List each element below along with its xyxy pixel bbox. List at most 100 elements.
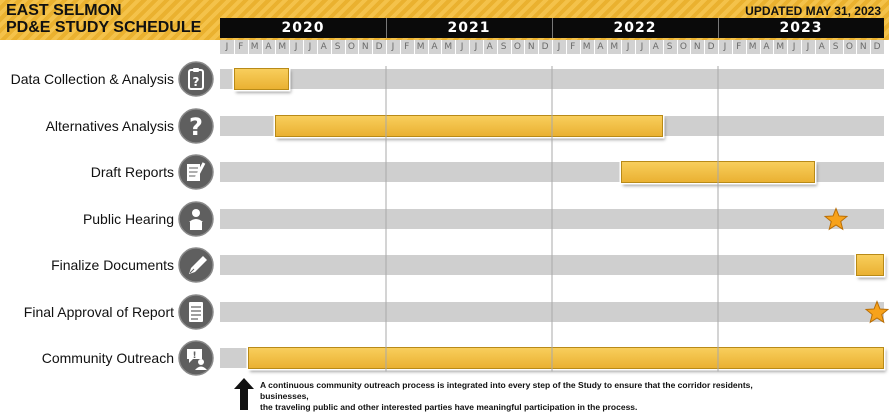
month-label: J	[225, 42, 229, 52]
task-label: Final Approval of Report	[23, 303, 174, 320]
month-divider	[801, 40, 802, 54]
month-divider	[455, 40, 457, 54]
month-divider	[607, 40, 609, 54]
year-divider	[552, 18, 553, 38]
month-divider	[399, 40, 401, 54]
month-label: O	[513, 42, 521, 52]
month-divider	[690, 40, 692, 54]
month-divider	[870, 40, 872, 54]
fountain-pen-icon	[178, 247, 214, 283]
month-divider	[759, 40, 761, 54]
month-divider	[593, 40, 595, 54]
year-label: 2021	[447, 20, 491, 36]
month-divider	[233, 40, 235, 54]
month-label: D	[873, 42, 881, 52]
title-line-1: EAST SELMON	[6, 2, 122, 19]
month-label: N	[527, 42, 535, 52]
month-label: M	[776, 42, 785, 52]
year-header: 2020 2021 2022 2023	[220, 18, 884, 38]
speech-bubble-person-icon: !	[178, 340, 214, 376]
month-label: J	[460, 42, 464, 52]
month-divider	[552, 40, 553, 54]
task-label: Alternatives Analysis	[45, 117, 174, 134]
month-label: D	[707, 42, 715, 52]
page-title: EAST SELMON PD&E STUDY SCHEDULE	[6, 2, 201, 36]
task-row: Alternatives Analysis?	[0, 103, 889, 149]
task-bar	[275, 114, 663, 137]
month-divider	[496, 40, 498, 54]
month-divider	[773, 40, 775, 54]
month-label: F	[404, 42, 410, 52]
month-label: S	[832, 42, 839, 52]
month-divider	[621, 40, 623, 54]
month-divider	[372, 40, 374, 54]
task-track	[220, 208, 884, 229]
month-divider	[538, 40, 540, 54]
month-label: A	[431, 42, 438, 52]
year-divider	[718, 18, 719, 38]
month-label: N	[859, 42, 867, 52]
month-divider	[676, 40, 678, 54]
month-divider	[828, 40, 830, 54]
year-label: 2020	[281, 20, 325, 36]
year-label: 2022	[613, 20, 657, 36]
month-label: J	[557, 42, 561, 52]
month-divider	[856, 40, 858, 54]
task-row: Public Hearing	[0, 196, 889, 242]
updated-date: UPDATED MAY 31, 2023	[745, 4, 881, 18]
clipboard-question-icon: ?	[178, 61, 214, 97]
task-label: Data Collection & Analysis	[10, 71, 174, 87]
month-label: J	[792, 42, 796, 52]
task-label: Public Hearing	[82, 210, 174, 227]
task-bar	[233, 68, 290, 90]
month-divider	[289, 40, 291, 54]
month-label: F	[570, 42, 576, 52]
month-divider	[745, 40, 747, 54]
milestone-star-icon	[823, 206, 848, 230]
task-label: Community Outreach	[41, 350, 174, 366]
task-row: Final Approval of Report	[0, 289, 889, 335]
month-divider	[316, 40, 318, 54]
month-label: F	[238, 42, 244, 52]
month-label: M	[610, 42, 619, 52]
month-divider	[261, 40, 263, 54]
month-label: D	[541, 42, 549, 52]
month-divider	[648, 40, 650, 54]
task-label: Finalize Documents	[51, 257, 174, 273]
month-divider	[330, 40, 332, 54]
month-divider	[635, 40, 636, 54]
month-label: O	[347, 42, 355, 52]
month-divider	[731, 40, 733, 54]
footnote: A continuous community outreach process …	[260, 380, 780, 413]
month-divider	[469, 40, 470, 54]
milestone-star-icon	[864, 299, 889, 323]
task-row: Data Collection & Analysis?	[0, 56, 889, 102]
month-divider	[247, 40, 249, 54]
year-label: 2023	[779, 20, 823, 36]
year-divider	[386, 18, 387, 38]
month-divider	[718, 40, 719, 54]
task-bar	[621, 161, 815, 183]
month-divider	[344, 40, 346, 54]
month-divider	[704, 40, 706, 54]
month-label: A	[818, 42, 825, 52]
task-track	[220, 301, 884, 322]
month-label: D	[375, 42, 383, 52]
up-arrow-icon	[234, 378, 254, 410]
month-label: A	[486, 42, 493, 52]
task-row: Community Outreach!	[0, 335, 889, 381]
svg-text:?: ?	[193, 75, 200, 89]
month-divider	[413, 40, 415, 54]
month-label: S	[666, 42, 673, 52]
speaker-podium-icon	[178, 200, 214, 237]
month-label: M	[250, 42, 259, 52]
document-pen-icon	[178, 154, 214, 190]
month-label: M	[582, 42, 591, 52]
month-divider	[303, 40, 304, 54]
task-track	[220, 69, 884, 89]
month-label: N	[693, 42, 701, 52]
question-mark-icon: ?	[178, 107, 214, 144]
month-label: J	[308, 42, 312, 52]
svg-text:!: !	[192, 351, 196, 361]
month-label: M	[748, 42, 757, 52]
